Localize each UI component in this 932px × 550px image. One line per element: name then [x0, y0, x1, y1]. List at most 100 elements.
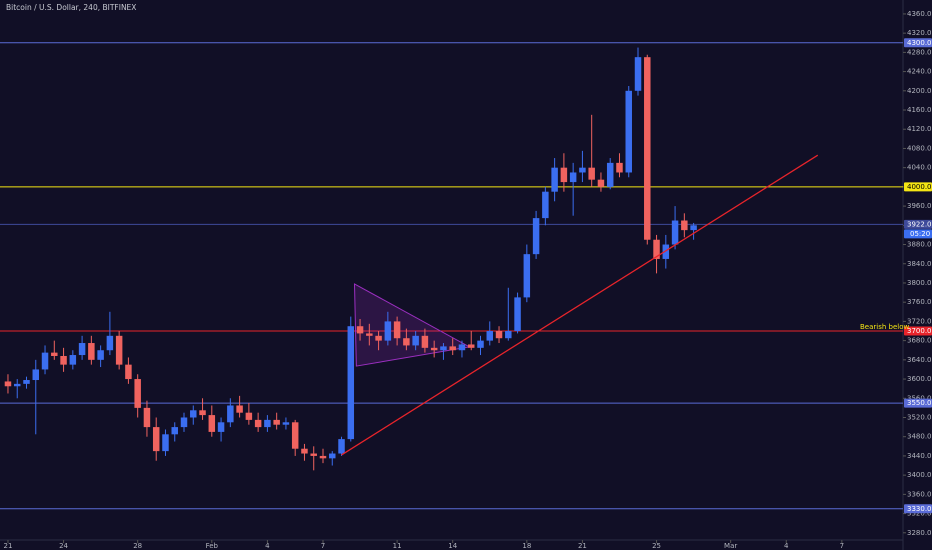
candle-body — [217, 422, 225, 432]
y-tick-label: 3880.0 — [907, 241, 932, 249]
y-tick-label: 3800.0 — [907, 279, 932, 287]
candle-body — [523, 254, 531, 298]
annotation: Bearish below — [860, 323, 910, 331]
y-tick-label: 4160.0 — [907, 106, 932, 114]
candle-body — [69, 355, 77, 365]
y-tick-label: 4120.0 — [907, 125, 932, 133]
x-tick-label: 18 — [522, 542, 531, 550]
triangle-drawing — [353, 283, 471, 367]
y-tick-label: 4040.0 — [907, 164, 932, 172]
level-label-box — [904, 219, 932, 229]
candle-body — [4, 381, 12, 387]
candle-body — [125, 364, 132, 380]
x-tick-label: 7 — [321, 542, 325, 550]
chart-title: Bitcoin / U.S. Dollar, 240, BITFINEX — [6, 3, 136, 12]
level-label: 4300.0 — [907, 39, 932, 47]
y-tick-label: 3400.0 — [907, 471, 932, 479]
y-tick-label: 3720.0 — [907, 317, 932, 325]
candle-body — [588, 167, 595, 180]
candle-body — [245, 412, 253, 420]
x-tick-label: 21 — [578, 542, 587, 550]
candle-body — [477, 340, 484, 348]
candle-body — [208, 415, 216, 432]
candle-body — [393, 321, 401, 339]
candle-body — [227, 405, 234, 423]
candle-body — [579, 167, 586, 173]
candle-body — [162, 434, 169, 452]
candle-body — [644, 57, 651, 240]
candle-body — [199, 410, 206, 416]
candle-body — [625, 90, 632, 173]
candle-body — [569, 172, 577, 183]
candle-body — [560, 167, 568, 183]
y-tick-label: 4320.0 — [907, 29, 932, 37]
candle-body — [653, 239, 660, 259]
candle-body — [421, 335, 429, 348]
candle-body — [115, 335, 123, 365]
candle-body — [88, 343, 95, 360]
y-tick-label: 3840.0 — [907, 260, 932, 268]
candle-body — [319, 455, 327, 459]
candle-body — [236, 405, 243, 413]
x-tick-label: 11 — [393, 542, 402, 550]
candle-body — [106, 335, 114, 351]
candle-body — [32, 369, 40, 381]
x-tick-label: 4 — [265, 542, 270, 550]
candle-body — [13, 383, 21, 387]
candle-body — [458, 344, 466, 351]
candle-body — [338, 439, 345, 454]
candle-body — [505, 331, 512, 339]
candle-body — [356, 326, 364, 334]
y-tick-label: 3320.0 — [907, 510, 932, 518]
candle-body — [449, 346, 456, 351]
candle-body — [190, 410, 197, 418]
level-label: 3922.0 — [907, 220, 932, 228]
candle-body — [467, 344, 475, 348]
countdown: 05:20 — [910, 230, 930, 238]
candle-body — [347, 326, 355, 440]
y-tick-label: 3680.0 — [907, 337, 932, 345]
y-tick-label: 4080.0 — [907, 144, 932, 152]
y-tick-label: 3600.0 — [907, 375, 932, 383]
x-tick-label: 24 — [59, 542, 68, 550]
candle-body — [606, 162, 614, 187]
x-tick-label: Feb — [206, 542, 219, 550]
y-tick-label: 3520.0 — [907, 413, 932, 421]
candle-body — [23, 380, 30, 384]
candle-body — [152, 427, 160, 452]
y-tick-label: 3440.0 — [907, 452, 932, 460]
level-label-box — [904, 326, 932, 336]
y-tick-label: 3560.0 — [907, 394, 932, 402]
candle-body — [143, 407, 151, 428]
y-tick-label: 3280.0 — [907, 529, 932, 537]
candle-body — [78, 343, 86, 356]
level-label-box — [904, 38, 932, 48]
candle-body — [403, 338, 410, 346]
y-tick-label: 4360.0 — [907, 10, 932, 18]
y-tick-label: 3640.0 — [907, 356, 932, 364]
y-tick-label: 3480.0 — [907, 433, 932, 441]
trend-line — [341, 154, 819, 456]
y-tick-label: 3760.0 — [907, 298, 932, 306]
candle-body — [264, 419, 271, 428]
candle-body — [366, 333, 373, 336]
candle-body — [430, 347, 438, 351]
candle-body — [690, 225, 697, 231]
candle-body — [532, 218, 540, 255]
candle-body — [273, 419, 280, 425]
level-label: 3550.0 — [907, 399, 932, 407]
candle-body — [634, 57, 642, 91]
x-tick-label: 14 — [448, 542, 457, 550]
candle-body — [551, 167, 558, 192]
y-tick-label: 4280.0 — [907, 48, 932, 56]
x-tick-label: 4 — [784, 542, 789, 550]
candle-body — [254, 419, 262, 428]
candle-body — [329, 453, 336, 459]
level-label-box — [904, 398, 932, 408]
countdown-box — [904, 229, 932, 239]
x-tick-label: 28 — [133, 542, 142, 550]
candle-body — [597, 179, 605, 187]
candle-body — [97, 350, 104, 360]
